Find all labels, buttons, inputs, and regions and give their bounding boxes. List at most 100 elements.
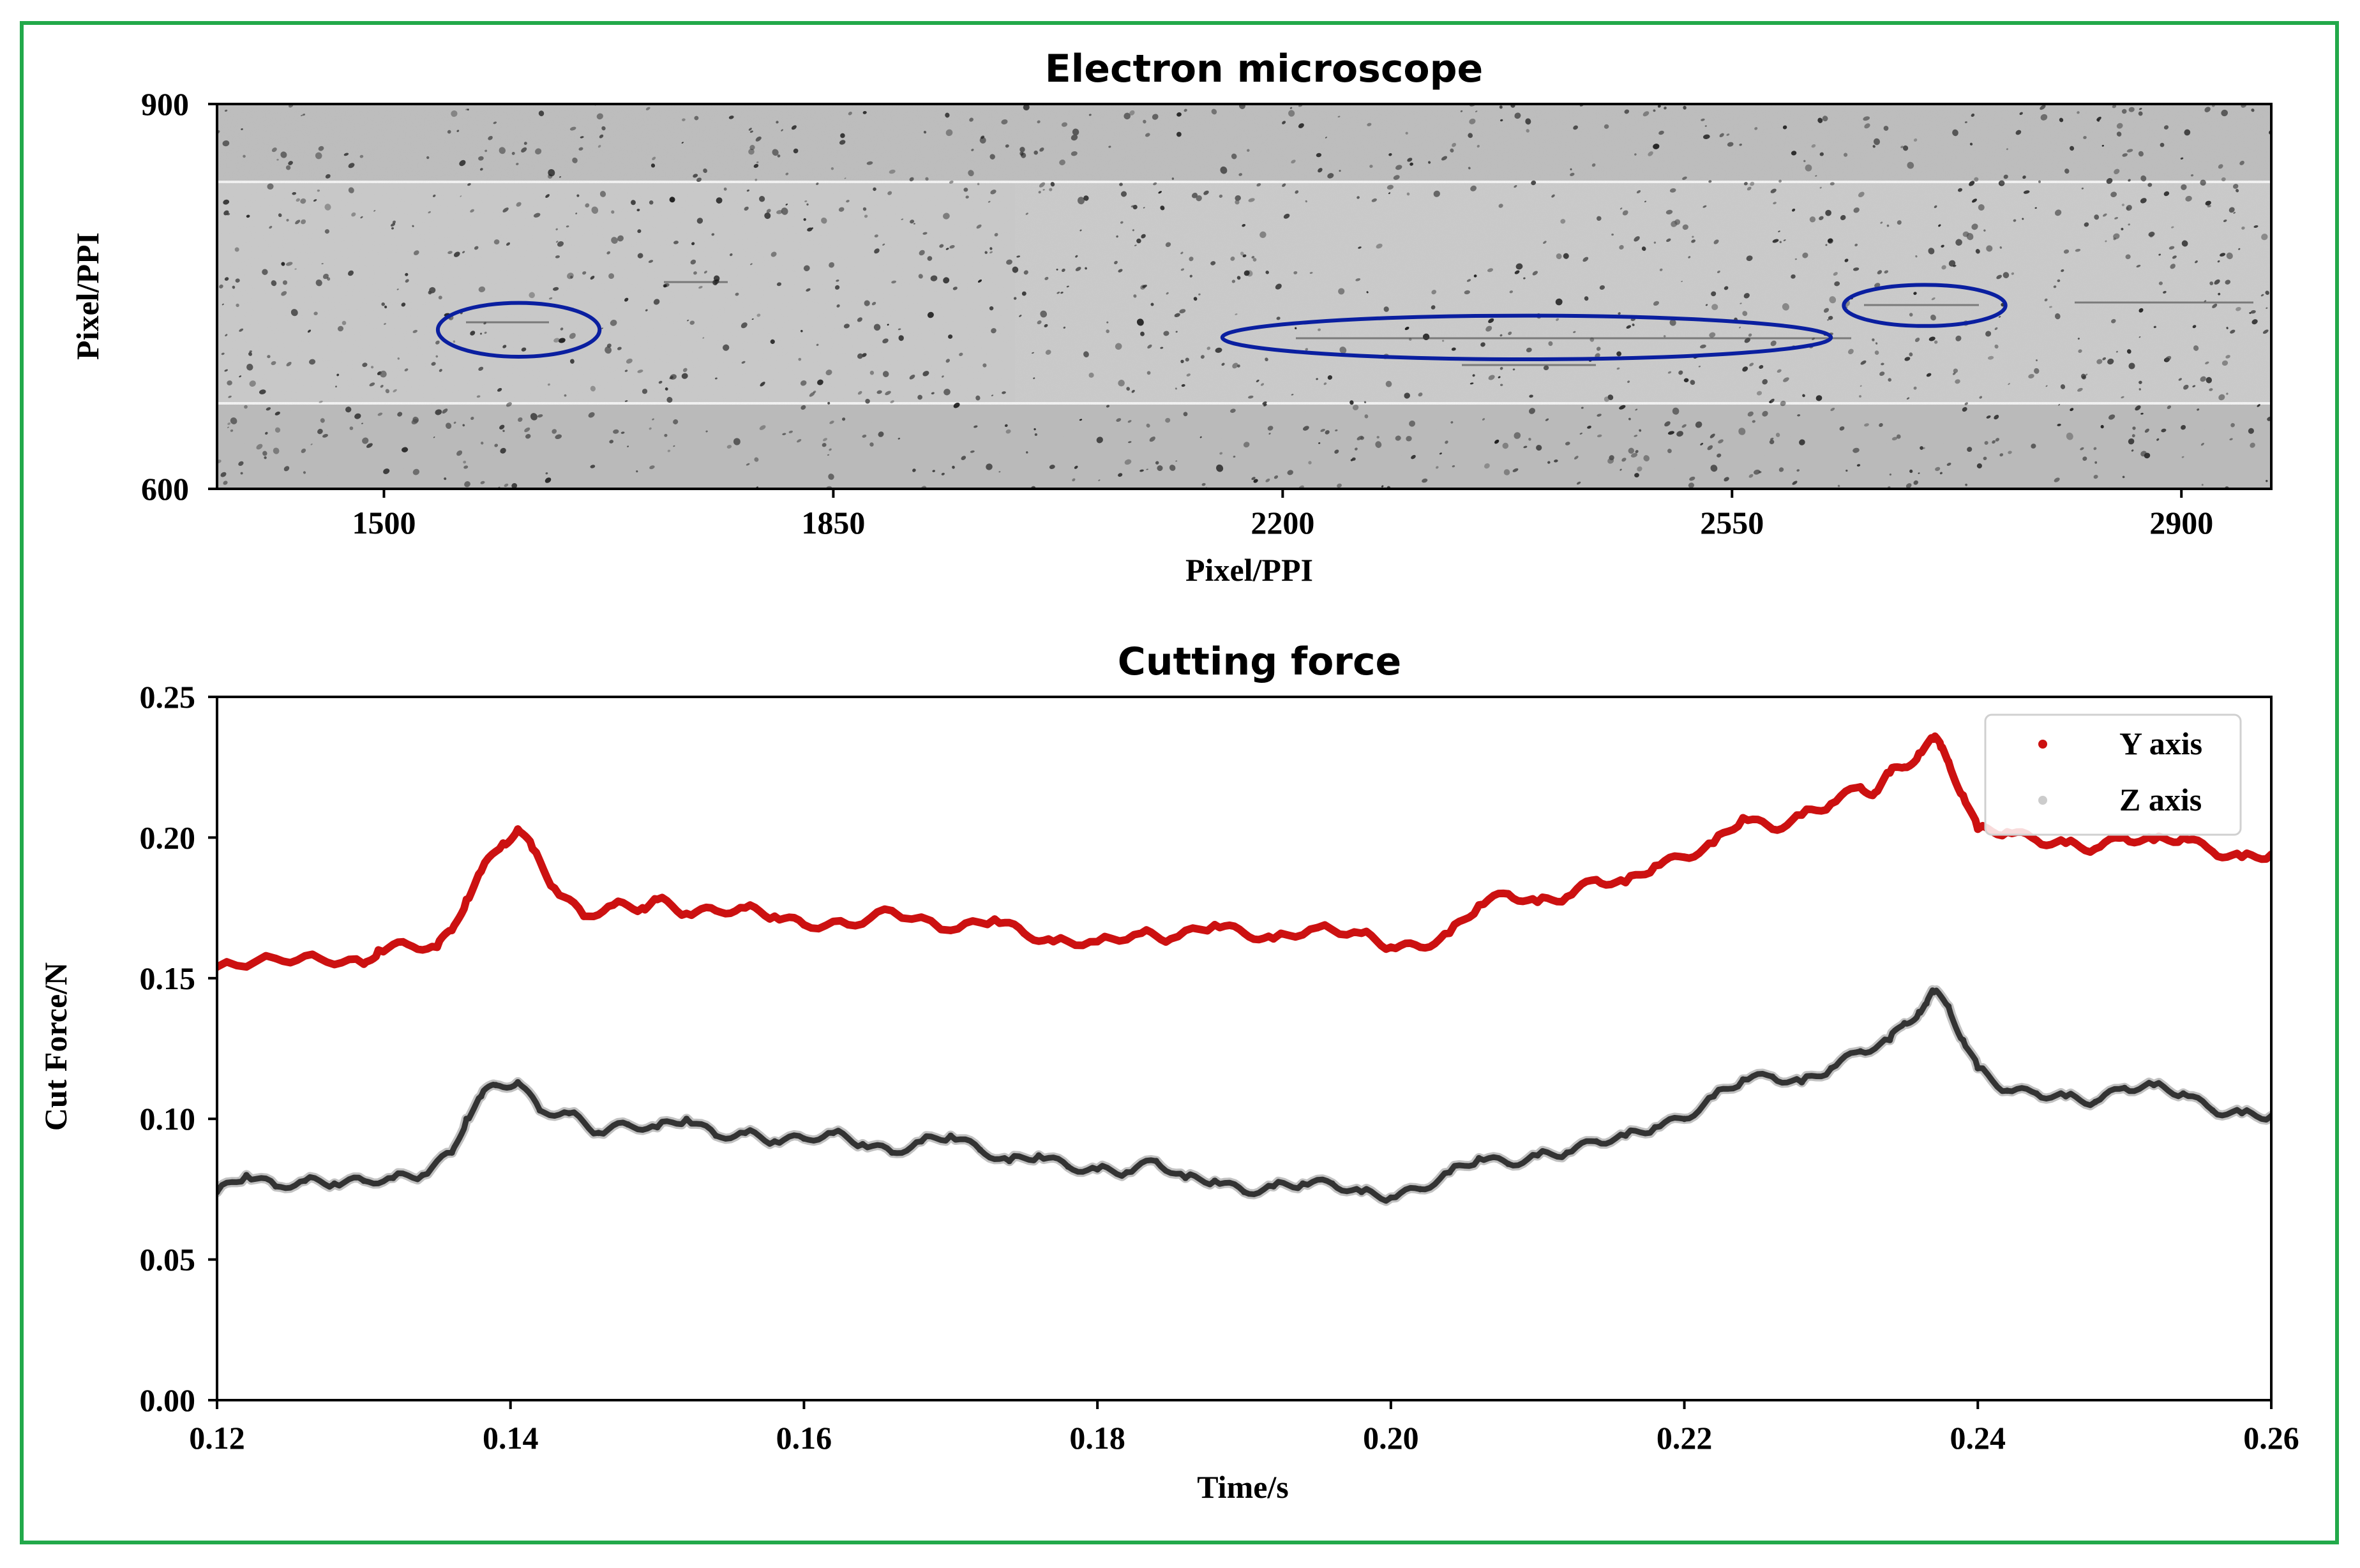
y-axis-point (2033, 836, 2041, 844)
z-axis-point (595, 1130, 602, 1137)
y-axis-point (653, 895, 661, 904)
force-ytick-label: 0.15 (140, 960, 196, 996)
z-axis-point (477, 1093, 485, 1100)
z-axis-point (1505, 1160, 1512, 1167)
force-plot-border (216, 696, 2273, 1401)
y-axis-point (1915, 749, 1923, 758)
z-axis-point (742, 1130, 749, 1137)
legend-marker-z-axis (2038, 796, 2047, 805)
z-axis-point (1740, 1076, 1747, 1083)
z-axis-point (947, 1132, 954, 1139)
y-axis-point (1710, 839, 1718, 847)
z-axis-point (977, 1146, 984, 1153)
z-axis-point (1534, 1152, 1541, 1159)
y-axis-point (1739, 814, 1747, 822)
y-axis-point (580, 912, 588, 920)
z-axis-point (654, 1124, 661, 1131)
y-axis-point (844, 921, 852, 929)
z-axis-point (272, 1183, 279, 1190)
microscope-panel: Electron microscope 1500 1850 2200 2550 2900… (70, 47, 2273, 588)
microscope-grain (217, 104, 2271, 489)
z-axis-point (1387, 1194, 1394, 1201)
legend-label-y-axis: Y axis (2119, 726, 2202, 761)
y-axis-point (1533, 898, 1542, 906)
y-axis-point (609, 901, 617, 909)
microscope-axes: 1500 1850 2200 2550 2900 600 900 (141, 86, 2213, 541)
y-axis-point (499, 839, 507, 847)
z-axis-point (1006, 1158, 1013, 1165)
y-axis-point (315, 954, 324, 962)
microscope-xlabel: Pixel/PPI (1185, 552, 1313, 588)
y-axis-point (741, 904, 749, 912)
y-axis-point (1930, 735, 1938, 743)
y-axis-point (1886, 769, 1894, 777)
z-axis-point (1446, 1169, 1453, 1176)
force-plot-area (217, 697, 2271, 1400)
y-axis-point (403, 940, 412, 948)
y-axis-point (1768, 825, 1777, 833)
z-axis-point (2063, 1093, 2070, 1100)
z-axis-point (1328, 1180, 1335, 1187)
y-axis-point (1445, 929, 1454, 937)
y-axis-point (1680, 853, 1688, 862)
z-axis-point (800, 1135, 808, 1142)
y-axis-point (1944, 758, 1953, 766)
z-axis-point (2239, 1110, 2245, 1117)
force-ytick-label: 0.10 (140, 1101, 196, 1137)
y-axis-point (712, 907, 720, 915)
force-xtick-label: 0.16 (776, 1420, 832, 1456)
z-axis-point (1212, 1177, 1218, 1184)
microscope-specks (217, 104, 2271, 489)
z-axis-point (1475, 1154, 1482, 1161)
force-ytick-label: 0.20 (140, 819, 196, 855)
y-axis-point (1900, 763, 1909, 772)
micro-xtick-label: 1850 (801, 505, 865, 541)
y-axis-point (1020, 929, 1028, 937)
z-axis-point (566, 1110, 573, 1117)
z-axis-point (1182, 1174, 1189, 1181)
y-axis-point (682, 909, 691, 918)
force-xtick-label: 0.14 (483, 1420, 539, 1456)
micro-xtick-label: 2900 (2149, 505, 2213, 541)
y-axis-point (1049, 937, 1058, 946)
y-axis-point (2091, 845, 2100, 853)
y-axis-point (2209, 847, 2217, 856)
force-axes: 0.12 0.14 0.16 0.18 0.20 0.22 0.24 0.26 0.00 0.05… (140, 679, 2299, 1456)
y-axis-point (770, 912, 779, 920)
z-axis-point (2092, 1098, 2099, 1105)
y-axis-point (1138, 929, 1146, 937)
z-axis-point (889, 1149, 896, 1156)
y-axis-point (1856, 783, 1865, 791)
microscope-title: Electron microscope (1045, 47, 1484, 91)
y-axis-point (1974, 825, 1982, 833)
microscope-scratches (466, 281, 2253, 366)
y-axis-point (1504, 890, 1512, 898)
y-axis-point (2150, 836, 2158, 844)
y-axis-point (1167, 935, 1175, 943)
z-axis-point (859, 1140, 866, 1147)
y-axis-point (1240, 929, 1248, 937)
z-axis-point (1828, 1064, 1835, 1071)
y-axis-point (947, 926, 955, 934)
force-xtick-label: 0.18 (1069, 1420, 1125, 1456)
y-axis-point (1959, 791, 1967, 800)
force-xtick-label: 0.24 (1950, 1420, 2006, 1456)
z-axis-point (360, 1177, 367, 1184)
y-axis-point (1621, 878, 1630, 886)
z-axis-point (1710, 1093, 1717, 1100)
legend-marker-y-axis (2038, 740, 2047, 749)
z-axis-point (1035, 1152, 1042, 1159)
z-axis-point (1593, 1138, 1600, 1145)
z-axis-point (1270, 1183, 1277, 1190)
z-axis-point (331, 1180, 338, 1187)
z-axis-point (1094, 1166, 1101, 1173)
z-axis-point (1417, 1186, 1424, 1193)
z-axis-point (1622, 1132, 1629, 1139)
y-axis-point (433, 943, 441, 952)
z-axis-point (448, 1149, 455, 1156)
z-axis-point (918, 1138, 925, 1145)
z-axis-point (2180, 1090, 2187, 1097)
z-axis-point (492, 1082, 499, 1089)
force-ylabel: Cut Force/N (38, 962, 73, 1131)
z-axis-point (683, 1116, 690, 1123)
